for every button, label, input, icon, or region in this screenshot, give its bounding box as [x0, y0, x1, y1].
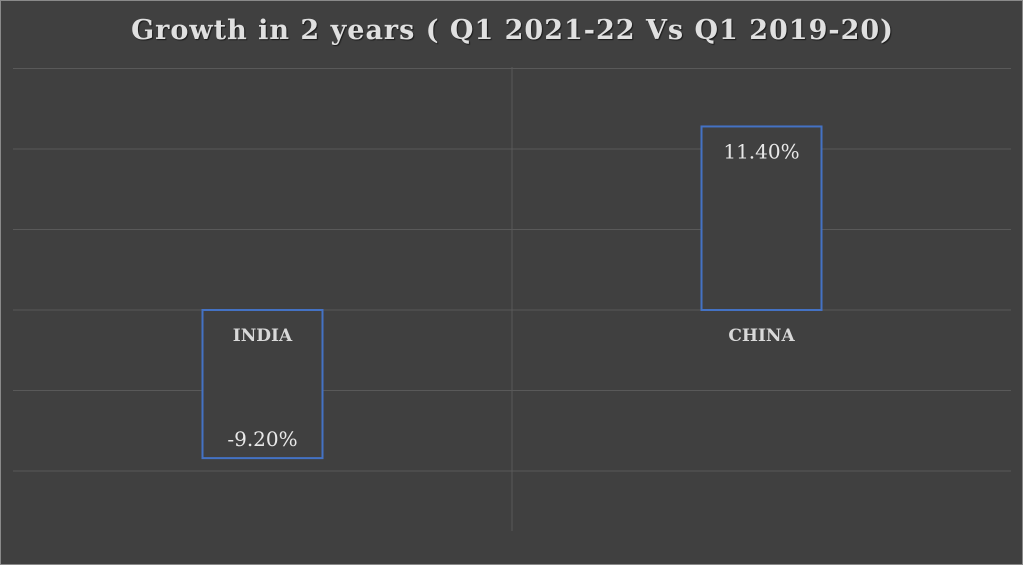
category-label: INDIA	[233, 326, 293, 346]
bar-india	[201, 309, 324, 460]
chart-title: Growth in 2 years ( Q1 2021-22 Vs Q1 201…	[131, 15, 894, 46]
data-label: -9.20%	[227, 427, 297, 451]
category-label: CHINA	[728, 326, 795, 346]
data-label: 11.40%	[723, 139, 799, 163]
bar-china	[700, 125, 823, 311]
